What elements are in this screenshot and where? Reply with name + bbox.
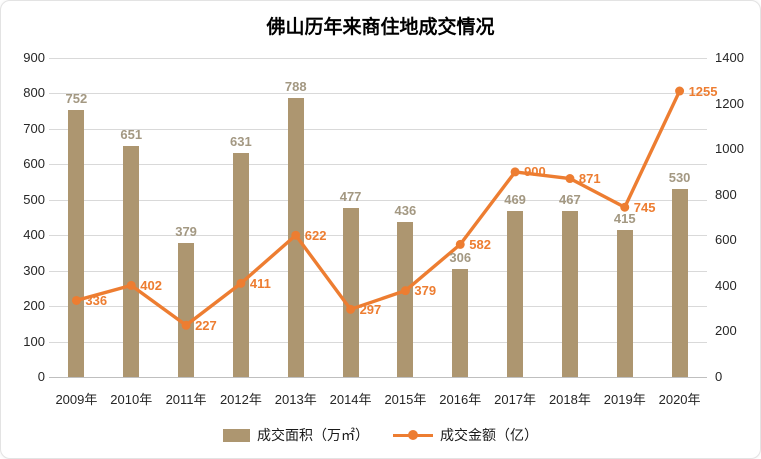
line-value-label: 582: [469, 236, 491, 252]
line-value-label: 402: [140, 277, 162, 293]
line-value-label: 745: [633, 199, 656, 215]
legend-label-area: 成交面积（万㎡）: [257, 427, 369, 443]
line-marker-icon: [408, 430, 418, 440]
right-axis-tick: 200: [715, 323, 737, 339]
bar-value-label: 379: [175, 223, 197, 239]
left-axis-tick: 500: [23, 191, 45, 207]
left-axis-tick: 200: [23, 298, 45, 314]
left-axis-tick: 900: [23, 50, 45, 65]
right-axis-tick: 800: [715, 186, 737, 202]
line-value-label: 379: [414, 283, 437, 299]
bar-value-label: 631: [230, 134, 252, 150]
h-gridline: [49, 341, 707, 343]
left-axis-tick: 300: [23, 262, 45, 278]
bar-value-label: 436: [394, 203, 417, 219]
chart-title: 佛山历年来商住地成交情况: [266, 17, 495, 38]
bar-value-label: 415: [613, 210, 636, 226]
line-value-label: 622: [304, 227, 327, 243]
x-axis-label: 2012年: [219, 392, 262, 407]
x-axis-label: 2016年: [439, 392, 482, 407]
bar-series-swatch: [223, 428, 250, 442]
x-axis-label: 2020年: [658, 392, 701, 407]
bar-value-label: 651: [120, 127, 143, 143]
h-gridline: [49, 58, 707, 59]
right-axis-tick: 1200: [715, 95, 744, 111]
left-axis-tick: 100: [23, 333, 45, 349]
x-axis-label: 2013年: [274, 392, 317, 407]
line-value-label: 227: [195, 317, 217, 333]
x-axis-label: 2014年: [329, 392, 372, 407]
bar-value-label: 788: [284, 78, 307, 94]
bar-value-label: 306: [449, 249, 472, 265]
x-axis-label: 2015年: [384, 392, 427, 407]
left-axis-tick: 800: [23, 85, 45, 101]
line-value-label: 871: [578, 171, 601, 187]
line-value-label: 297: [359, 301, 382, 317]
bar-value-label: 467: [559, 192, 581, 208]
left-axis-tick: 700: [23, 120, 45, 136]
left-axis-tick: 0: [37, 369, 45, 384]
right-axis-tick: 600: [715, 232, 737, 248]
line-value-label: 1255: [688, 83, 718, 99]
right-axis-tick: 0: [715, 369, 723, 384]
chart-legend: 成交面积（万㎡） 成交金额（亿）: [1, 425, 760, 445]
x-axis-label: 2011年: [165, 392, 207, 407]
x-axis-label: 2009年: [55, 392, 98, 407]
left-axis-tick: 400: [23, 227, 45, 243]
legend-item-area: 成交面积（万㎡）: [223, 425, 369, 445]
right-axis-tick: 1000: [715, 141, 744, 157]
left-axis-tick: 600: [23, 156, 45, 172]
right-axis-tick: 1400: [715, 50, 744, 65]
legend-label-amount: 成交金额（亿）: [440, 427, 538, 443]
right-axis-tick: 400: [715, 277, 737, 293]
bar-value-label: 530: [668, 170, 691, 186]
line-value-label: 411: [249, 275, 271, 291]
bar-value-label: 477: [339, 188, 362, 204]
x-axis-label: 2019年: [603, 392, 646, 407]
line-series-swatch: [393, 430, 433, 440]
line-value-label: 336: [85, 292, 108, 308]
bar-value-label: 469: [504, 191, 526, 207]
legend-item-amount: 成交金额（亿）: [393, 425, 538, 445]
x-axis-label: 2018年: [548, 392, 591, 407]
bar-value-label: 752: [65, 91, 88, 107]
x-axis-label: 2010年: [110, 392, 153, 407]
h-gridline: [49, 377, 707, 378]
x-axis-label: 2017年: [494, 392, 537, 407]
line-value-label: 900: [524, 164, 546, 180]
